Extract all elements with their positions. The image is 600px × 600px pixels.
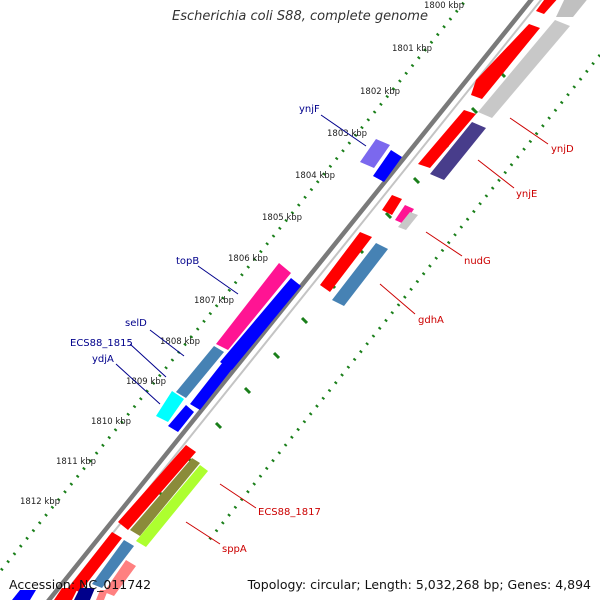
tick-label-1810: 1810 kbp <box>91 417 131 427</box>
gene-ynjD-arrow[interactable] <box>471 24 540 99</box>
gene-ynjF-arrow[interactable] <box>360 139 390 168</box>
forward-strand <box>12 139 402 600</box>
leader-lines <box>115 114 549 545</box>
gene-nudG-body[interactable] <box>395 205 414 224</box>
map-title: Escherichia coli S88, complete genome <box>172 9 428 24</box>
tick-label-1805: 1805 kbp <box>262 213 302 223</box>
feature-arrow[interactable] <box>68 532 122 592</box>
tick-label-1800: 1800 kbp <box>424 1 464 11</box>
gene-ynjF-partner[interactable] <box>373 150 402 182</box>
gene-ynjE-body[interactable] <box>430 122 486 180</box>
gene-nudG-arrow[interactable] <box>382 195 402 215</box>
gene-ynjD-companion[interactable] <box>478 20 570 118</box>
gene-ECS88_1815-arrow[interactable] <box>190 358 236 410</box>
gene-gdhA-body[interactable] <box>332 243 388 306</box>
gene-label-nudG[interactable]: nudG <box>464 256 491 267</box>
gene-nudG-tail[interactable] <box>398 212 418 230</box>
feature-arrow[interactable] <box>92 540 134 588</box>
tick-label-1801: 1801 kbp <box>392 44 432 54</box>
feature-arrow[interactable] <box>556 0 590 17</box>
tick-label-1804: 1804 kbp <box>295 171 335 181</box>
gene-label-ynjD[interactable]: ynjD <box>551 144 574 155</box>
tick-label-1809: 1809 kbp <box>126 377 166 387</box>
gene-ynjE-arrow[interactable] <box>418 110 476 168</box>
feature-arrow[interactable] <box>54 588 78 600</box>
gene-label-ydjA[interactable]: ydjA <box>92 354 114 365</box>
gene-ECS88_1817-arrow[interactable] <box>118 445 196 530</box>
gene-label-sppA[interactable]: sppA <box>222 544 247 555</box>
feature-arrow[interactable] <box>96 590 108 600</box>
gene-ECS88_1817-shadow[interactable] <box>130 458 200 536</box>
gene-topB-partner[interactable] <box>220 278 301 370</box>
tick-label-1811: 1811 kbp <box>56 457 96 467</box>
tick-label-1808: 1808 kbp <box>160 337 200 347</box>
gene-gdhA-arrow[interactable] <box>320 232 372 292</box>
gene-ydjA-partner[interactable] <box>168 405 194 432</box>
tick-label-1803: 1803 kbp <box>327 129 367 139</box>
reverse-strand <box>54 0 590 600</box>
gene-label-gdhA[interactable]: gdhA <box>418 315 444 326</box>
gene-label-ECS88_1815[interactable]: ECS88_1815 <box>70 338 133 349</box>
tick-label-1806: 1806 kbp <box>228 254 268 264</box>
topology-text: Topology: circular; Length: 5,032,268 bp… <box>247 577 591 592</box>
tick-label-1802: 1802 kbp <box>360 87 400 97</box>
tick-label-1812: 1812 kbp <box>20 497 60 507</box>
feature-arrow[interactable] <box>104 560 136 596</box>
tick-label-1807: 1807 kbp <box>194 296 234 306</box>
gene-label-topB[interactable]: topB <box>176 256 199 267</box>
gene-sppA-arrow[interactable] <box>136 465 208 547</box>
accession-text: Accession: NC_011742 <box>9 577 152 592</box>
gene-label-ynjF[interactable]: ynjF <box>299 104 320 115</box>
feature-arrow[interactable] <box>74 588 95 600</box>
feature-arrow[interactable] <box>12 590 36 600</box>
gene-label-ynjE[interactable]: ynjE <box>516 189 537 200</box>
gene-topB-arrow[interactable] <box>216 263 291 350</box>
gene-selD-arrow[interactable] <box>176 346 224 398</box>
feature-arrow[interactable] <box>536 0 560 14</box>
backbone-outer <box>46 0 534 600</box>
gene-label-selD[interactable]: selD <box>125 318 147 329</box>
gene-ydjA-arrow[interactable] <box>156 391 184 422</box>
gene-label-ECS88_1817[interactable]: ECS88_1817 <box>258 507 321 518</box>
